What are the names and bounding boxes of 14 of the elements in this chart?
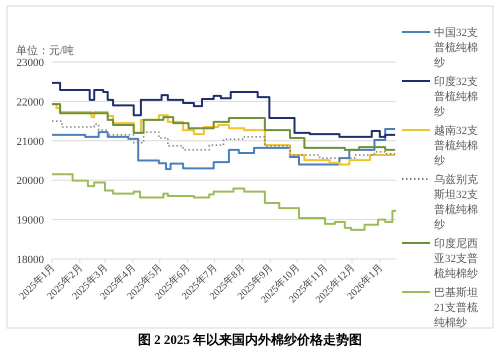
legend-label: 印度32支普梳纯棉纱 <box>434 75 478 118</box>
legend-label: 越南32支普梳纯棉纱 <box>434 124 478 167</box>
y-tick-label: 19000 <box>16 214 44 227</box>
y-axis-title: 单位：元/吨 <box>16 44 74 57</box>
y-tick-label: 18000 <box>16 254 44 266</box>
legend-label: 中国32支普梳纯棉纱 <box>434 26 478 69</box>
text: 图 2 2025 年以来国内外棉纱价格走势图 <box>138 332 362 347</box>
y-tick-label: 23000 <box>16 57 44 69</box>
y-tick-label: 22000 <box>16 96 44 108</box>
legend-label: 印度尼西亚32支普梳纯棉纱 <box>434 237 478 280</box>
y-tick-label: 20000 <box>16 175 44 188</box>
y-tick-label: 21000 <box>16 136 44 148</box>
legend-label: 乌兹别克斯坦32支普梳纯棉纱 <box>434 173 478 231</box>
legend-label: 巴基斯坦21支普梳纯棉纱 <box>434 286 478 329</box>
